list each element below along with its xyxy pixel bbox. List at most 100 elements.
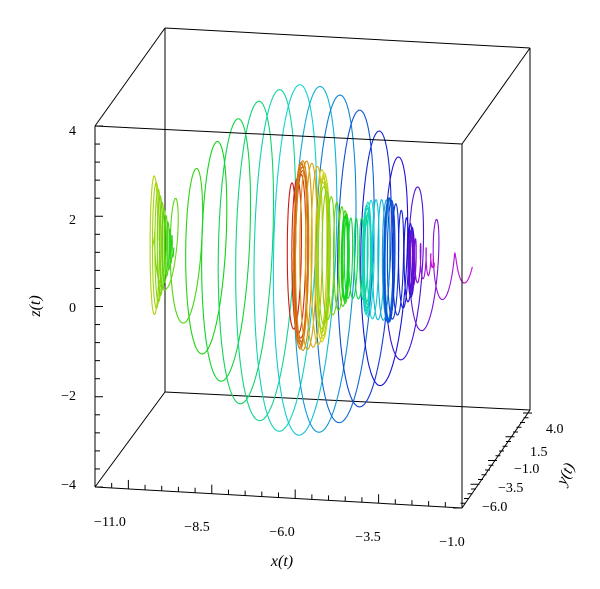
trajectory-segment <box>407 231 412 281</box>
trajectory-segment <box>186 168 197 217</box>
trajectory-segment <box>157 195 163 212</box>
trajectory-segment <box>228 385 254 405</box>
trajectory-segment <box>327 227 336 316</box>
y-axis-label: y(t) <box>553 460 579 489</box>
trajectory-segment <box>317 221 327 325</box>
trajectory-segment <box>235 230 243 378</box>
z-tick-label-neg4: −4 <box>61 478 76 493</box>
trajectory-segment <box>393 345 412 361</box>
y-tick-label-1: −3.5 <box>498 481 523 496</box>
trajectory-segment <box>162 208 167 235</box>
trajectory-segment <box>371 199 378 300</box>
z-axis: 4 2 0 −2 −4 z(t) <box>27 124 76 493</box>
y-axis: 4.0 1.5 −1.0 −3.5 −6.0 y(t) <box>482 422 578 515</box>
trajectory-segment <box>217 267 230 386</box>
trajectory-segment <box>425 283 437 328</box>
trajectory <box>149 84 473 436</box>
z-tick-label-4: 4 <box>69 124 76 139</box>
box-edge-bottom-left <box>94 391 166 488</box>
trajectory-segment <box>353 238 361 300</box>
trajectory-segment <box>152 181 158 229</box>
trajectory-segment <box>413 316 427 332</box>
x-tick-label-4: −1.0 <box>439 535 464 550</box>
trajectory-segment <box>462 278 469 284</box>
trajectory-segment <box>362 204 372 254</box>
y-tick-label-0: −6.0 <box>482 500 507 515</box>
trajectory-segment <box>272 150 281 318</box>
trajectory-segment <box>389 156 403 182</box>
trajectory-segment <box>334 252 345 311</box>
box-edge-top-right <box>461 47 531 145</box>
trajectory-segment <box>410 234 414 259</box>
trajectory-segment <box>218 206 228 309</box>
trajectory-segment <box>432 262 435 268</box>
trajectory-segment <box>301 85 318 183</box>
trajectory-segment <box>367 203 372 310</box>
trajectory-segment <box>279 84 303 151</box>
trajectory-segment <box>435 287 445 301</box>
trajectory-segment <box>321 382 348 424</box>
trajectory-segment <box>360 336 384 408</box>
trajectory-segment <box>149 244 155 315</box>
trajectory-segment <box>388 254 400 320</box>
trajectory-segment <box>187 306 202 355</box>
trajectory-segment <box>168 238 171 261</box>
trajectory-segment <box>294 160 305 319</box>
trajectory-segment <box>163 215 167 247</box>
trajectory-segment <box>154 217 158 293</box>
trajectory-segment <box>201 308 220 355</box>
trajectory-segment <box>168 228 171 239</box>
trajectory-segment <box>151 228 156 305</box>
trajectory-segment <box>175 210 179 255</box>
trajectory-segment <box>421 198 425 270</box>
trajectory-segment <box>286 218 297 330</box>
trajectory-segment <box>305 408 335 433</box>
trajectory-segment <box>348 217 352 286</box>
trajectory-segment <box>358 217 363 287</box>
trajectory-segment <box>256 90 277 189</box>
trajectory-segment <box>185 216 189 307</box>
trajectory-segment <box>205 140 220 183</box>
trajectory-segment <box>163 246 167 277</box>
trajectory-segment <box>235 112 252 231</box>
trajectory-segment <box>399 211 405 311</box>
trajectory-segment <box>256 353 280 432</box>
trajectory-segment <box>294 161 309 246</box>
trajectory-segment <box>397 209 403 294</box>
trajectory-segment <box>350 124 357 269</box>
trajectory-segment <box>403 240 411 303</box>
trajectory-segment <box>409 269 423 346</box>
trajectory-segment <box>321 190 328 300</box>
trajectory-segment <box>361 305 377 384</box>
trajectory-segment <box>409 248 415 288</box>
trajectory-segment <box>432 221 437 251</box>
trajectory-segment <box>386 199 393 301</box>
trajectory-segment <box>167 254 177 288</box>
trajectory-segment <box>201 294 217 378</box>
trajectory-segment <box>314 169 324 314</box>
trajectory-segment <box>201 182 207 295</box>
trajectory-segment <box>291 178 299 308</box>
trajectory-segment <box>425 247 428 272</box>
trajectory-segment <box>332 201 338 294</box>
trajectory-segment <box>467 266 473 280</box>
trajectory-segment <box>429 253 432 262</box>
trajectory-segment <box>166 240 169 269</box>
box-edge-bottom-right <box>461 409 531 509</box>
trajectory-segment <box>340 343 361 408</box>
axis-ticks <box>94 125 532 509</box>
trajectory-segment <box>435 218 440 234</box>
x-tick-label-2: −6.0 <box>269 525 294 540</box>
trajectory-segment <box>169 256 173 264</box>
trajectory-segment <box>253 188 258 354</box>
trajectory-segment <box>195 167 203 201</box>
z-tick-label-0: 0 <box>69 301 76 316</box>
trajectory-segment <box>159 266 165 290</box>
trajectory-segment <box>383 229 392 323</box>
trajectory-segment <box>279 349 308 432</box>
x-tick-label-0: −11.0 <box>94 515 126 530</box>
trajectory-segment <box>160 201 165 222</box>
trajectory-segment <box>339 111 357 203</box>
trajectory-segment <box>159 208 162 267</box>
